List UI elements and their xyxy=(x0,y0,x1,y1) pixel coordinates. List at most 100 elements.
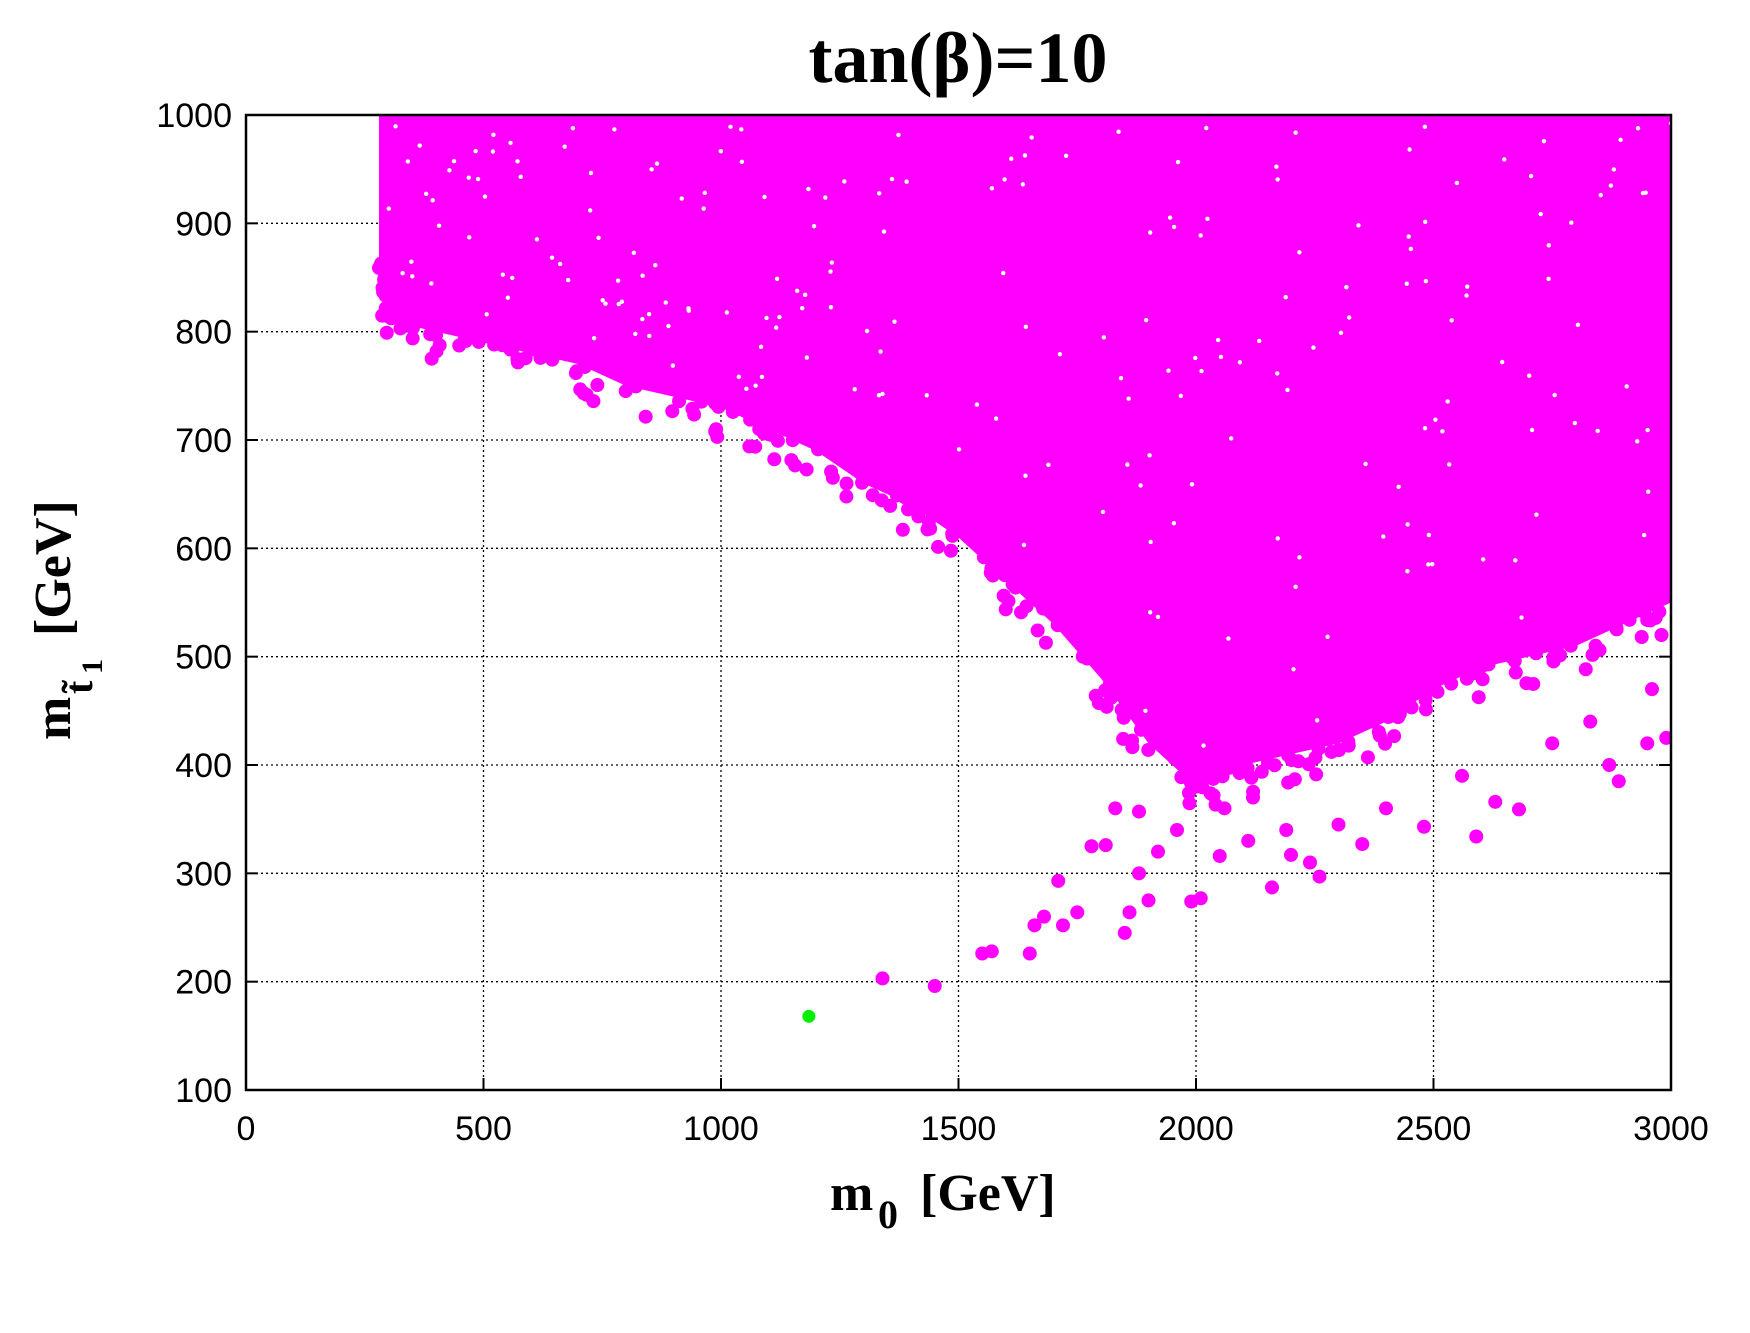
region-edge-dot xyxy=(913,486,928,501)
region-edge-dot xyxy=(471,334,486,349)
region-edge-dot xyxy=(855,475,870,490)
region-gap xyxy=(640,316,645,322)
region-gap xyxy=(1237,360,1243,365)
region-gap xyxy=(1198,233,1203,238)
region-edge-dot xyxy=(397,309,412,324)
region-gap xyxy=(1406,234,1411,239)
region-gap xyxy=(881,229,887,234)
region-gap xyxy=(1426,562,1431,567)
region-gap xyxy=(1404,281,1410,286)
region-gap xyxy=(405,159,411,164)
region-edge-dot xyxy=(1508,665,1523,680)
data-point xyxy=(1284,847,1298,862)
region-gap xyxy=(451,158,457,164)
region-gap xyxy=(1569,220,1574,225)
region-gap xyxy=(1297,250,1302,255)
y-axis-title-unit: [GeV] xyxy=(25,500,82,636)
region-edge-dot xyxy=(1526,676,1541,691)
x-tick-label: 2000 xyxy=(1158,1110,1234,1148)
region-gap xyxy=(1454,180,1460,186)
region-edge-dot xyxy=(1197,742,1212,757)
region-gap xyxy=(896,132,901,138)
region-edge-dot xyxy=(1555,618,1570,633)
region-gap xyxy=(1147,230,1153,235)
x-axis-title-main: m xyxy=(830,1165,873,1222)
region-edge-dot xyxy=(1125,733,1140,748)
region-gap xyxy=(1178,393,1184,399)
region-gap xyxy=(1405,522,1410,527)
region-gap xyxy=(1529,427,1535,433)
region-edge-dot xyxy=(874,493,889,508)
region-gap xyxy=(1201,743,1206,748)
region-edge-dot xyxy=(790,402,805,417)
region-gap xyxy=(1356,223,1361,228)
x-tick-label: 1000 xyxy=(683,1110,759,1148)
region-gap xyxy=(1204,125,1209,131)
data-point xyxy=(1417,819,1431,834)
y-tick-label: 300 xyxy=(175,855,232,893)
region-gap xyxy=(1381,534,1386,539)
region-gap xyxy=(806,186,811,192)
region-gap xyxy=(1422,425,1428,431)
x-tick-label: 1500 xyxy=(921,1110,997,1148)
data-point xyxy=(1545,736,1560,751)
region-edge-dot xyxy=(1311,741,1326,756)
region-edge-dot xyxy=(429,344,444,359)
region-edge-dot xyxy=(1114,702,1129,717)
region-gap xyxy=(484,312,489,317)
region-gap xyxy=(562,144,567,149)
region-edge-dot xyxy=(1341,734,1356,749)
region-edge-dot xyxy=(1578,662,1593,677)
region-gap xyxy=(724,310,730,315)
region-gap xyxy=(410,274,415,279)
region-gap xyxy=(1002,177,1007,182)
region-edge-dot xyxy=(577,359,592,374)
data-point xyxy=(1645,682,1659,697)
region-edge-dot xyxy=(533,347,548,362)
region-gap xyxy=(1009,156,1014,161)
region-gap xyxy=(1275,177,1280,182)
region-gap xyxy=(1175,159,1181,165)
y-tick-label: 600 xyxy=(175,530,232,568)
region-gap xyxy=(679,196,684,201)
y-tick-label: 800 xyxy=(175,314,232,352)
region-edge-dot xyxy=(1324,717,1339,732)
region-edge-dot xyxy=(1099,699,1114,714)
y-axis-title-subscript2: 1 xyxy=(76,659,109,674)
region-gap xyxy=(1608,183,1614,188)
region-edge-dot xyxy=(446,320,461,335)
region-gap xyxy=(1101,335,1107,340)
region-gap xyxy=(989,186,995,191)
region-gap xyxy=(1526,373,1532,378)
region-edge-dot xyxy=(1491,625,1506,640)
region-edge-dot xyxy=(1051,605,1066,620)
region-gap xyxy=(739,159,745,165)
region-gap xyxy=(701,206,706,211)
region-edge-dot xyxy=(552,330,567,345)
region-gap xyxy=(1528,173,1534,179)
region-gap xyxy=(653,262,658,268)
region-gap xyxy=(508,140,513,146)
data-point xyxy=(1512,802,1526,817)
region-gap xyxy=(1283,295,1288,300)
region-edge-dot xyxy=(1644,589,1659,604)
region-edge-dot xyxy=(377,271,392,286)
region-edge-dot xyxy=(1143,722,1158,737)
y-tick-label: 900 xyxy=(175,205,232,243)
highlight-point xyxy=(802,1009,816,1023)
region-edge-dot xyxy=(1175,751,1190,766)
data-point xyxy=(1583,714,1598,729)
region-edge-dot xyxy=(685,401,700,416)
region-edge-dot xyxy=(923,521,938,536)
region-edge-dot xyxy=(1029,593,1044,608)
region-edge-dot xyxy=(1301,757,1316,772)
region-gap xyxy=(1147,453,1152,458)
region-gap xyxy=(591,336,597,341)
region-gap xyxy=(762,194,767,200)
region-gap xyxy=(1155,614,1161,620)
region-edge-dot xyxy=(1119,679,1134,694)
region-gap xyxy=(475,176,481,182)
region-gap xyxy=(1575,322,1581,327)
region-gap xyxy=(880,391,885,397)
